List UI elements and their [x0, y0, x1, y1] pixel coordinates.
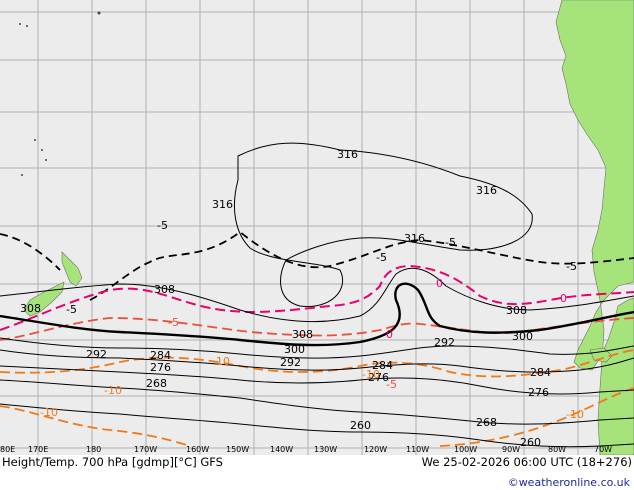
new-zealand-north-island	[61, 251, 83, 287]
height-label: 316	[404, 232, 425, 245]
temperature-label: -10	[40, 406, 58, 419]
height-300	[0, 282, 634, 347]
temperature-label: -5	[386, 378, 397, 391]
temperature-label: -10	[104, 384, 122, 397]
tierra-del-fuego	[589, 347, 613, 363]
temperature-label: 0	[386, 328, 393, 341]
new-zealand-south-island	[23, 281, 65, 317]
isotherm-0	[0, 264, 634, 331]
isotherm-minus5	[0, 230, 634, 301]
height-label: 316	[337, 148, 358, 161]
height-label: 276	[150, 361, 171, 374]
longitude-label: 160W	[186, 445, 209, 454]
height-label: 300	[284, 343, 305, 356]
temperature-label: -10	[362, 368, 380, 381]
isotherm-minus10-south	[0, 387, 634, 447]
longitude-label: 70W	[594, 445, 612, 454]
height-label: 292	[434, 336, 455, 349]
height-label: 316	[212, 198, 233, 211]
height-260	[0, 403, 634, 448]
longitude-label: 110W	[406, 445, 429, 454]
height-label: 260	[520, 436, 541, 449]
longitude-label: 90W	[502, 445, 520, 454]
isotherm-minus10	[0, 349, 634, 378]
height-label: 284	[530, 366, 551, 379]
temperature-label: -5	[168, 316, 179, 329]
height-label: 276	[368, 371, 389, 384]
graticule	[0, 0, 634, 455]
height-label: 268	[476, 416, 497, 429]
longitude-label: 100W	[454, 445, 477, 454]
longitude-label: 80E	[0, 445, 15, 454]
longitude-label: 170W	[134, 445, 157, 454]
footer-caption-row: Height/Temp. 700 hPa [gdmp][°C] GFS We 2…	[2, 455, 632, 469]
longitude-axis: 80E 170E 180 170W 160W 150W 140W 130W 12…	[0, 445, 612, 454]
longitude-label: 180	[86, 445, 101, 454]
height-label: 284	[150, 349, 171, 362]
height-label: 292	[280, 356, 301, 369]
height-292	[0, 337, 634, 359]
temperature-label: -5	[157, 219, 168, 232]
height-label: 292	[86, 348, 107, 361]
credit-link[interactable]: ©weatheronline.co.uk	[507, 476, 630, 489]
small-islands	[19, 11, 101, 176]
height-label: 308	[506, 304, 527, 317]
height-276	[0, 365, 634, 395]
height-308	[0, 267, 634, 323]
temperature-label: 0	[436, 277, 443, 290]
height-label: 276	[528, 386, 549, 399]
longitude-label: 140W	[270, 445, 293, 454]
height-284	[0, 349, 634, 373]
height-label: 260	[350, 419, 371, 432]
weather-map: 316 316 316 316 308 308 308 308 300 300 …	[0, 0, 634, 455]
height-contours	[0, 142, 634, 448]
longitude-label: 120W	[364, 445, 387, 454]
map-title: Height/Temp. 700 hPa [gdmp][°C] GFS	[2, 455, 223, 469]
temperature-label: -10	[566, 408, 584, 421]
isotherm-minus5-inner	[0, 317, 634, 341]
longitude-label: 130W	[314, 445, 337, 454]
longitude-label: 80W	[548, 445, 566, 454]
temperature-label: -5	[445, 236, 456, 249]
height-label: 268	[146, 377, 167, 390]
temperature-label: -5	[66, 303, 77, 316]
height-label: 284	[372, 359, 393, 372]
height-label: 308	[292, 328, 313, 341]
height-label: 300	[512, 330, 533, 343]
temperature-label: 0	[560, 292, 567, 305]
height-268	[0, 379, 634, 425]
contour-labels: 316 316 316 316 308 308 308 308 300 300 …	[20, 148, 584, 449]
temperature-label: -5	[566, 260, 577, 273]
height-label: 308	[20, 302, 41, 315]
height-label: 316	[476, 184, 497, 197]
temperature-label: -10	[212, 355, 230, 368]
longitude-label: 150W	[226, 445, 249, 454]
temperature-contours	[0, 230, 634, 447]
map-footer: Height/Temp. 700 hPa [gdmp][°C] GFS We 2…	[0, 455, 634, 490]
longitude-label: 170E	[28, 445, 48, 454]
temperature-label: -5	[376, 251, 387, 264]
ocean-background	[0, 0, 634, 455]
valid-datetime: We 25-02-2026 06:00 UTC (18+276)	[421, 455, 632, 469]
height-316	[233, 142, 533, 307]
height-label: 308	[154, 283, 175, 296]
